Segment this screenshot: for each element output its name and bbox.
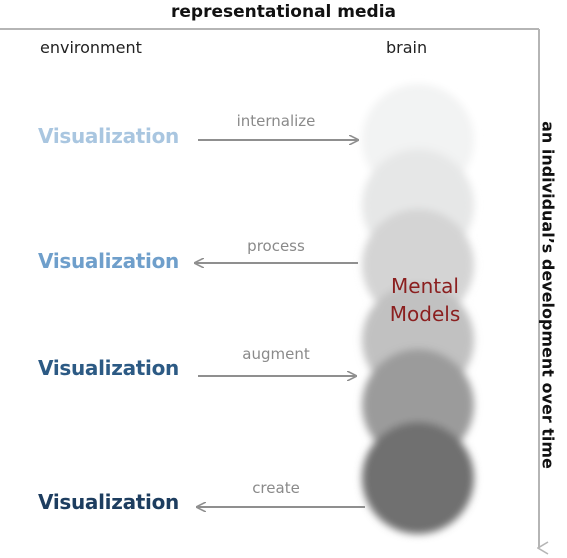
visualization-label-3: Visualization (38, 356, 179, 380)
internalize-label: internalize (236, 112, 316, 130)
environment-label: environment (40, 38, 142, 57)
process-label: process (247, 237, 305, 255)
mental-models-line-1: Mental (391, 274, 459, 298)
mental-model-circles (362, 84, 474, 534)
visualization-label-4: Visualization (38, 490, 179, 514)
augment-label: augment (242, 345, 310, 363)
create-label: create (252, 479, 300, 497)
diagram-title: representational media (170, 2, 396, 22)
development-axis-label: an individual’s development over time (538, 121, 558, 469)
visualization-label-1: Visualization (38, 124, 179, 148)
mental-models-label: Mental Models (360, 272, 490, 328)
mental-models-line-2: Models (389, 302, 461, 326)
visualization-label-2: Visualization (38, 249, 179, 273)
mental-model-circle-6 (362, 422, 474, 534)
brain-label: brain (386, 38, 428, 57)
